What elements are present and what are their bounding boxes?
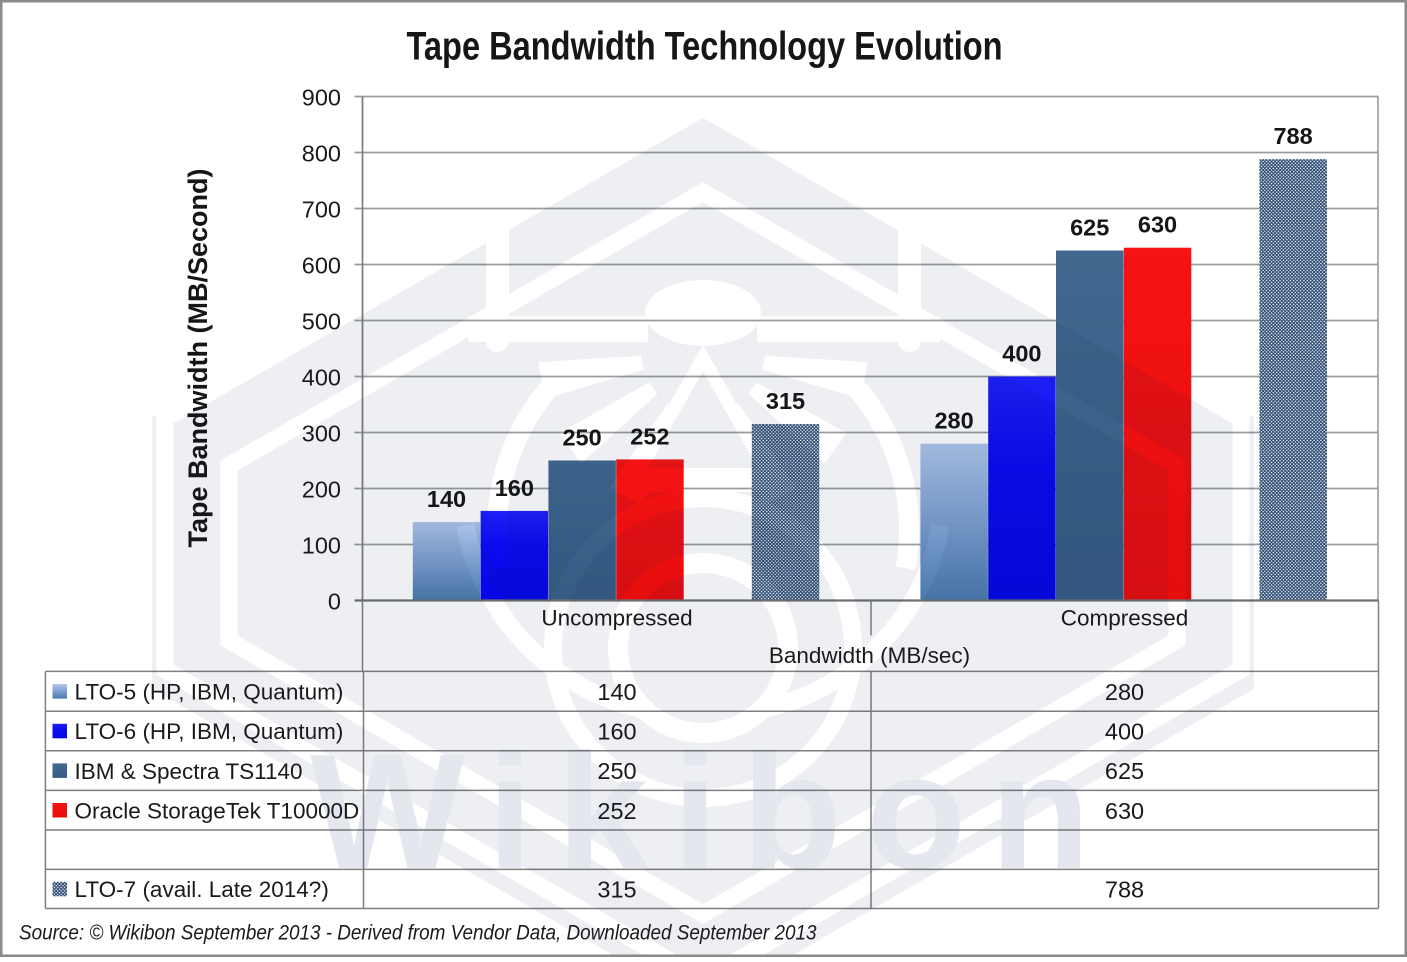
svg-text:300: 300 <box>302 421 341 447</box>
svg-text:160: 160 <box>495 475 534 501</box>
svg-text:0: 0 <box>328 589 341 615</box>
svg-text:252: 252 <box>597 798 636 824</box>
svg-text:788: 788 <box>1273 123 1312 149</box>
svg-text:200: 200 <box>302 477 341 503</box>
svg-text:625: 625 <box>1105 758 1144 784</box>
svg-text:400: 400 <box>302 365 341 391</box>
svg-text:700: 700 <box>302 197 341 223</box>
svg-text:Oracle StorageTek T10000D: Oracle StorageTek T10000D <box>75 798 360 823</box>
svg-text:160: 160 <box>597 719 636 745</box>
svg-text:Tape Bandwidth (MB/Second): Tape Bandwidth (MB/Second) <box>183 169 213 548</box>
svg-text:Bandwidth (MB/sec): Bandwidth (MB/sec) <box>769 643 970 668</box>
svg-text:630: 630 <box>1138 212 1177 238</box>
svg-text:280: 280 <box>1105 679 1144 705</box>
svg-text:250: 250 <box>597 758 636 784</box>
svg-text:788: 788 <box>1105 877 1144 903</box>
svg-text:Source: © Wikibon September 20: Source: © Wikibon September 2013 - Deriv… <box>19 922 816 945</box>
svg-text:250: 250 <box>562 425 601 451</box>
svg-text:315: 315 <box>597 877 636 903</box>
svg-text:IBM & Spectra TS1140: IBM & Spectra TS1140 <box>75 759 303 784</box>
svg-text:140: 140 <box>427 486 466 512</box>
svg-text:400: 400 <box>1002 341 1041 367</box>
svg-text:315: 315 <box>766 388 805 414</box>
svg-text:800: 800 <box>302 141 341 167</box>
svg-text:LTO-6 (HP, IBM, Quantum): LTO-6 (HP, IBM, Quantum) <box>75 719 344 744</box>
svg-text:Uncompressed: Uncompressed <box>541 606 692 631</box>
svg-text:600: 600 <box>302 253 341 279</box>
svg-text:630: 630 <box>1105 798 1144 824</box>
svg-text:900: 900 <box>302 85 341 111</box>
svg-text:400: 400 <box>1105 719 1144 745</box>
svg-text:140: 140 <box>597 679 636 705</box>
svg-text:500: 500 <box>302 309 341 335</box>
svg-text:252: 252 <box>630 423 669 449</box>
svg-text:100: 100 <box>302 533 341 559</box>
svg-text:LTO-5 (HP, IBM, Quantum): LTO-5 (HP, IBM, Quantum) <box>75 680 344 705</box>
svg-text:Compressed: Compressed <box>1061 606 1189 631</box>
svg-text:Wikibon: Wikibon <box>310 720 1114 903</box>
svg-text:280: 280 <box>934 408 973 434</box>
svg-text:Tape Bandwidth Technology Evol: Tape Bandwidth Technology Evolution <box>406 23 1002 68</box>
svg-text:625: 625 <box>1070 215 1109 241</box>
svg-text:LTO-7 (avail. Late 2014?): LTO-7 (avail. Late 2014?) <box>75 877 329 902</box>
